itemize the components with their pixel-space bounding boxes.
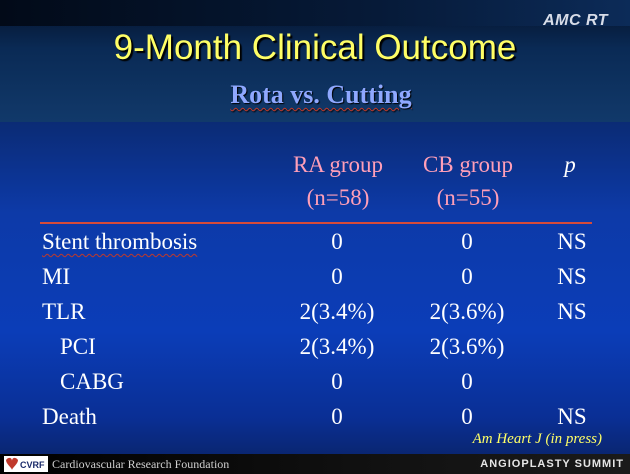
cell-ra: 2(3.4%) bbox=[299, 334, 375, 359]
row-label: PCI bbox=[60, 334, 96, 359]
cell-p: NS bbox=[557, 264, 587, 289]
brand-tag: AMC RT bbox=[543, 12, 608, 29]
cell-cb: 2(3.6%) bbox=[429, 299, 505, 324]
slide-title: 9-Month Clinical Outcome bbox=[113, 28, 517, 67]
column-header-ra-label: RA group bbox=[292, 152, 384, 177]
cell-p: NS bbox=[557, 229, 587, 254]
row-label: Stent thrombosis bbox=[42, 229, 197, 255]
header-divider bbox=[40, 222, 592, 224]
cell-ra: 0 bbox=[331, 229, 343, 254]
footer-bar bbox=[0, 454, 630, 474]
cell-ra: 0 bbox=[331, 264, 343, 289]
cell-cb: 2(3.6%) bbox=[429, 334, 505, 359]
footer-event: ANGIOPLASTY SUMMIT bbox=[480, 458, 624, 470]
column-header-p: p bbox=[540, 148, 600, 181]
cell-cb: 0 bbox=[461, 264, 473, 289]
row-label: TLR bbox=[42, 299, 86, 324]
column-header-cb-label: CB group bbox=[422, 152, 514, 177]
subtitle-text: Rota vs. Cutting bbox=[230, 80, 412, 109]
cell-cb: 0 bbox=[461, 229, 473, 254]
cell-p: NS bbox=[557, 404, 587, 429]
logo-text: CVRF bbox=[20, 460, 45, 470]
column-header-ra: RA group (n=58) bbox=[268, 148, 408, 214]
column-header-ra-n: (n=58) bbox=[306, 185, 370, 210]
cell-ra: 0 bbox=[331, 369, 343, 394]
row-label: Death bbox=[42, 404, 97, 429]
slide-subtitle: Rota vs. Cutting bbox=[0, 80, 630, 110]
cell-cb: 0 bbox=[461, 369, 473, 394]
column-header-cb: CB group (n=55) bbox=[398, 148, 538, 214]
column-header-p-label: p bbox=[564, 152, 576, 177]
row-label: CABG bbox=[60, 369, 124, 394]
citation: Am Heart J (in press) bbox=[472, 431, 602, 447]
cvrf-logo: CVRF bbox=[4, 456, 48, 472]
cell-p: NS bbox=[557, 299, 587, 324]
cell-cb: 0 bbox=[461, 404, 473, 429]
header-band bbox=[0, 0, 630, 122]
row-label-text: Stent thrombosis bbox=[42, 229, 198, 254]
column-header-cb-n: (n=55) bbox=[436, 185, 500, 210]
cell-ra: 2(3.4%) bbox=[299, 299, 375, 324]
footer-organization: Cardiovascular Research Foundation bbox=[52, 457, 230, 471]
row-label: MI bbox=[42, 264, 71, 289]
cell-ra: 0 bbox=[331, 404, 343, 429]
